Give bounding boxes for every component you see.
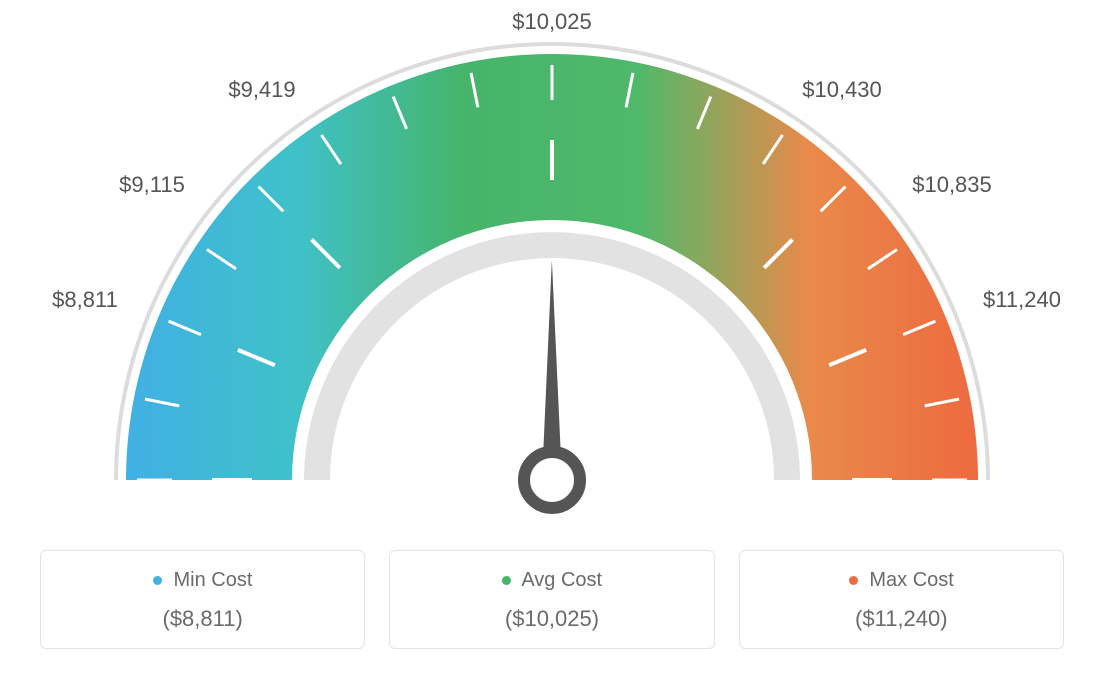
gauge-tick-label: $10,430 (802, 77, 882, 103)
avg-cost-card: Avg Cost ($10,025) (389, 550, 714, 649)
max-cost-card: Max Cost ($11,240) (739, 550, 1064, 649)
avg-cost-value: ($10,025) (400, 606, 703, 632)
min-cost-title: Min Cost (51, 569, 354, 592)
avg-cost-title-text: Avg Cost (521, 569, 602, 591)
max-dot-icon (849, 576, 858, 585)
min-cost-title-text: Min Cost (173, 569, 252, 591)
min-cost-value: ($8,811) (51, 606, 354, 632)
gauge-tick-label: $10,025 (512, 9, 592, 35)
max-cost-value: ($11,240) (750, 606, 1053, 632)
max-cost-title-text: Max Cost (869, 569, 953, 591)
avg-dot-icon (502, 576, 511, 585)
gauge-tick-label: $11,240 (983, 287, 1061, 313)
gauge-tick-label: $9,419 (228, 77, 295, 103)
gauge-chart: $8,811 $9,115 $9,419 $10,025 $10,430 $10,835 $… (0, 0, 1104, 540)
summary-cards: Min Cost ($8,811) Avg Cost ($10,025) Max… (0, 540, 1104, 649)
gauge-tick-label: $8,811 (52, 287, 118, 313)
min-dot-icon (153, 576, 162, 585)
gauge-tick-label: $9,115 (119, 172, 185, 198)
gauge-tick-label: $10,835 (912, 172, 992, 198)
gauge-svg (0, 0, 1104, 540)
max-cost-title: Max Cost (750, 569, 1053, 592)
avg-cost-title: Avg Cost (400, 569, 703, 592)
min-cost-card: Min Cost ($8,811) (40, 550, 365, 649)
